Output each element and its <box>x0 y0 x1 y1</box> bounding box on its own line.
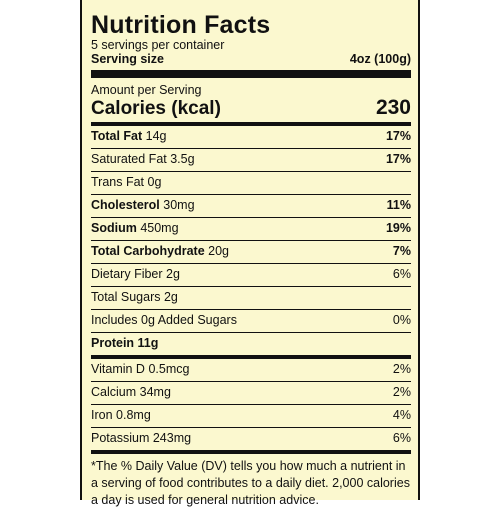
nutrient-amount: 0g <box>147 175 162 189</box>
nutrient-name: Includes 0g Added Sugars <box>91 313 237 327</box>
nutrient-row-added-sugars: Includes 0g Added Sugars 0% <box>91 310 411 333</box>
nutrient-row-trans-fat: Trans Fat 0g <box>91 172 411 195</box>
nutrient-name: Calcium <box>91 385 137 399</box>
nutrient-name: Saturated Fat <box>91 152 167 166</box>
nutrient-row-cholesterol: Cholesterol 30mg 11% <box>91 195 411 218</box>
nutrient-dv: 2% <box>392 385 411 399</box>
nutrient-dv: 19% <box>385 221 411 235</box>
daily-value-footnote: *The % Daily Value (DV) tells you how mu… <box>91 459 410 507</box>
nutrient-name: Vitamin D <box>91 362 145 376</box>
nutrient-dv: 2% <box>392 362 411 376</box>
nutrient-dv: 6% <box>392 267 411 281</box>
nutrient-name: Dietary Fiber <box>91 267 163 281</box>
medium-divider <box>91 122 411 126</box>
nutrient-amount: 2g <box>163 290 178 304</box>
nutrient-name: Total Sugars <box>91 290 161 304</box>
nutrient-name: Trans Fat <box>91 175 145 189</box>
nutrient-name: Total Carbohydrate <box>91 244 205 258</box>
nutrient-row-total-fat: Total Fat 14g 17% <box>91 126 411 149</box>
nutrient-row-potassium: Potassium 243mg 6% <box>91 428 411 454</box>
thick-divider <box>91 70 411 78</box>
nutrient-amount: 450mg <box>140 221 179 235</box>
nutrient-dv: 17% <box>385 152 411 166</box>
nutrient-name: Sodium <box>91 221 137 235</box>
nutrient-name: Total Fat <box>91 129 143 143</box>
servings-per-container: 5 servings per container <box>91 38 225 52</box>
nutrient-row-saturated-fat: Saturated Fat 3.5g 17% <box>91 149 411 172</box>
nutrient-row-dietary-fiber: Dietary Fiber 2g 6% <box>91 264 411 287</box>
nutrient-amount: 11g <box>137 336 159 350</box>
calories-label: Calories (kcal) <box>91 98 221 119</box>
nutrient-amount: 34mg <box>139 385 171 399</box>
nutrient-amount: 30mg <box>163 198 195 212</box>
nutrient-amount: 2g <box>166 267 180 281</box>
serving-size-label: Serving size <box>91 52 164 66</box>
nutrient-name: Potassium <box>91 431 150 445</box>
nutrient-row-calcium: Calcium 34mg 2% <box>91 382 411 405</box>
nutrient-row-protein: Protein 11g <box>91 333 411 359</box>
nutrient-name: Iron <box>91 408 113 422</box>
nutrient-amount: 20g <box>208 244 230 258</box>
calories-row: Calories (kcal) 230 <box>91 97 411 122</box>
nutrition-label: Nutrition Facts 5 servings per container… <box>80 0 420 507</box>
nutrient-name: Protein <box>91 336 135 350</box>
nutrient-dv: 6% <box>392 431 411 445</box>
nutrient-row-total-carbohydrate: Total Carbohydrate 20g 7% <box>91 241 411 264</box>
nutrient-dv: 11% <box>386 198 411 212</box>
nutrient-row-iron: Iron 0.8mg 4% <box>91 405 411 428</box>
serving-size-row: Serving size 4oz (100g) <box>91 52 411 66</box>
nutrient-name: Cholesterol <box>91 198 160 212</box>
nutrient-dv: 0% <box>392 313 411 327</box>
nutrient-row-vitamin-d: Vitamin D 0.5mcg 2% <box>91 359 411 382</box>
nutrient-dv: 4% <box>392 408 411 422</box>
nutrient-amount: 0.5mcg <box>148 362 190 376</box>
label-title: Nutrition Facts <box>91 11 271 39</box>
nutrient-dv: 7% <box>392 244 411 258</box>
nutrient-amount: 14g <box>145 129 167 143</box>
nutrient-amount: 0.8mg <box>116 408 151 422</box>
calories-value: 230 <box>375 96 411 119</box>
nutrient-amount: 243mg <box>152 431 192 445</box>
nutrient-amount: 3.5g <box>170 152 195 166</box>
serving-size-value: 4oz (100g) <box>349 52 411 66</box>
nutrient-dv: 17% <box>385 129 411 143</box>
nutrient-row-sodium: Sodium 450mg 19% <box>91 218 411 241</box>
nutrient-row-total-sugars: Total Sugars 2g <box>91 287 411 310</box>
amount-per-serving: Amount per Serving <box>91 83 202 97</box>
